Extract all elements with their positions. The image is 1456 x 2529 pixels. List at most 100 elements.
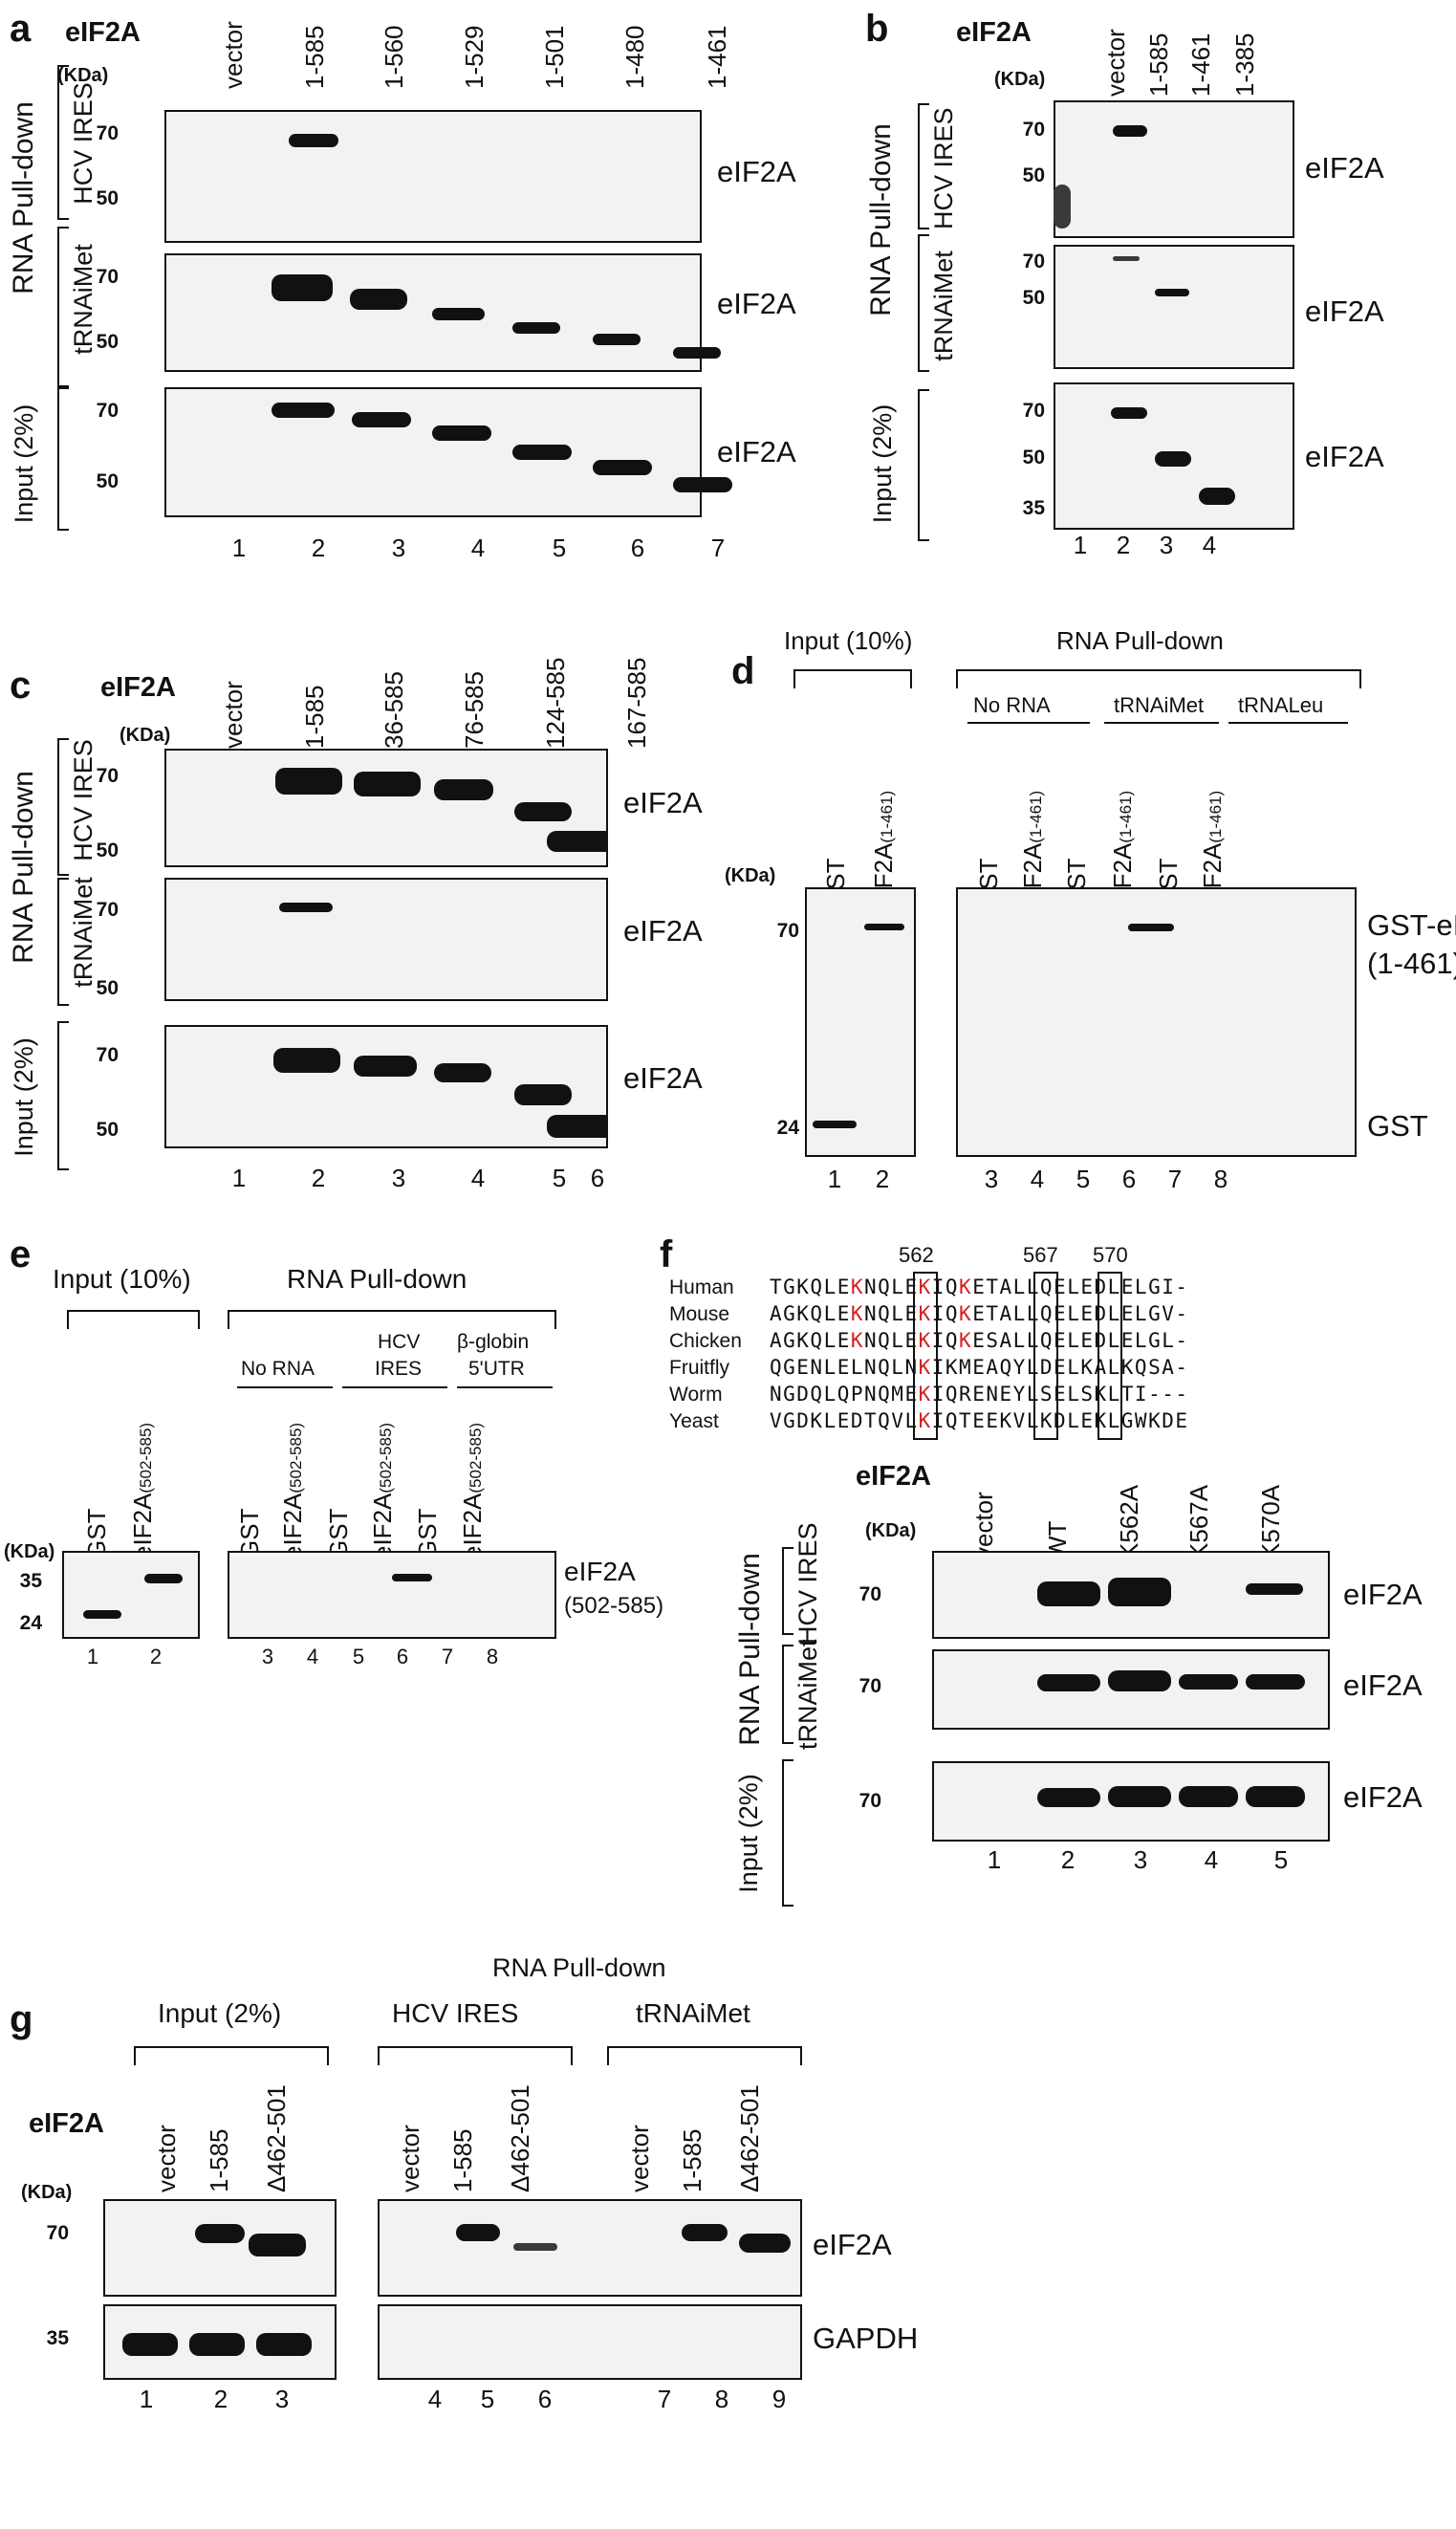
lane-number: 5: [352, 1645, 365, 1668]
pulldown-label: RNA Pull-down: [1056, 626, 1224, 655]
target-label: eIF2A: [717, 435, 796, 469]
row-bracket: [57, 1021, 69, 1170]
lane-number: 9: [771, 2385, 787, 2413]
column-label: Δ462-501: [735, 2084, 764, 2192]
lane-number: 3: [261, 1645, 274, 1668]
lane-number: 2: [311, 1164, 326, 1192]
band: [864, 924, 904, 930]
row-side-label: Input (2%): [10, 403, 38, 524]
mw-marker: 50: [96, 839, 119, 861]
lane-number: 5: [1273, 1845, 1289, 1874]
row-side-label: tRNAiMet: [69, 877, 98, 988]
column-label: 167-585: [622, 657, 651, 749]
column-label: 1-585: [678, 2128, 706, 2193]
column-label: K562A: [1115, 1484, 1143, 1559]
group-underline: [1104, 722, 1219, 724]
column-label: Δ462-501: [506, 2084, 534, 2192]
column-label: 1-480: [620, 25, 649, 90]
band: [673, 477, 732, 492]
band: [432, 308, 485, 320]
lane-number: 8: [486, 1645, 499, 1668]
lane-number: 4: [1204, 1845, 1219, 1874]
group-underline: [457, 1386, 553, 1388]
band: [272, 274, 333, 301]
column-label: 1-385: [1230, 33, 1259, 98]
lane-number: 5: [552, 1164, 567, 1192]
position-label: 567: [1023, 1243, 1058, 1267]
lane-number: 5: [1076, 1165, 1091, 1193]
group-label: tRNAiMet: [1114, 693, 1205, 717]
band: [1054, 185, 1071, 229]
column-label: 1-585: [448, 2128, 477, 2193]
band: [392, 1574, 432, 1581]
group-underline: [1228, 722, 1348, 724]
blot: [932, 1761, 1330, 1842]
row-bracket: [782, 1759, 793, 1907]
group-bracket: [607, 2046, 802, 2065]
panel-label: e: [10, 1233, 32, 1275]
column-label: K570A: [1256, 1484, 1285, 1559]
mw-marker: 70: [96, 765, 119, 787]
mw-marker: 50: [96, 187, 119, 209]
mw-marker: 35: [46, 2327, 69, 2349]
column-label: vector: [625, 2125, 654, 2192]
column-label: 76-585: [460, 671, 489, 749]
band: [1111, 407, 1147, 419]
target-label: eIF2A: [1343, 1780, 1423, 1814]
column-label: 36-585: [380, 671, 408, 749]
row-group-label: RNA Pull-down: [734, 1553, 766, 1746]
mw-marker: 70: [96, 1044, 119, 1066]
band: [1113, 256, 1140, 261]
blot: [164, 878, 608, 1001]
input-bracket: [793, 669, 912, 688]
band: [514, 802, 572, 821]
lane-number: 6: [630, 534, 645, 562]
mw-marker: 50: [1022, 287, 1045, 309]
band: [514, 1084, 572, 1105]
band: [1246, 1674, 1305, 1690]
mw-marker: 24: [776, 1117, 799, 1139]
sequence-alignment: Human TGKQLEKNQLEKIQKETALLQELEDLELGI- Mou…: [669, 1275, 1189, 1436]
column-label: eIF2A(502-585): [128, 1422, 157, 1559]
row-side-label: tRNAiMet: [929, 251, 958, 361]
input-label: Input (10%): [53, 1264, 191, 1294]
blot: [62, 1551, 200, 1639]
target-label: eIF2A: [623, 786, 703, 819]
species-label: Fruitfly: [669, 1357, 729, 1379]
lane-number: 2: [875, 1165, 890, 1193]
input-bracket: [67, 1310, 200, 1329]
target-label: (1-461): [1367, 947, 1456, 980]
band: [1155, 289, 1189, 296]
column-label: 1-560: [380, 25, 408, 90]
lane-number: 7: [1167, 1165, 1183, 1193]
lane-number: 2: [149, 1645, 163, 1668]
band: [512, 445, 572, 460]
band: [593, 334, 641, 345]
lane-number: 1: [231, 534, 247, 562]
blot: [956, 887, 1357, 1157]
row-bracket: [57, 227, 69, 389]
alignment-highlight-box: [1033, 1272, 1058, 1440]
target-label: eIF2A: [717, 287, 796, 320]
row-bracket: [918, 234, 929, 372]
target-label: eIF2A: [813, 2228, 892, 2261]
blot: [932, 1551, 1330, 1639]
group-label: β-globin: [457, 1331, 530, 1353]
mw-marker: 70: [1022, 119, 1045, 141]
group-label: 5'UTR: [468, 1358, 525, 1380]
gene-label: eIF2A: [65, 17, 141, 48]
lane-number: 6: [590, 1164, 605, 1192]
group-label: tRNAiMet: [636, 1998, 750, 2028]
group-label: tRNALeu: [1238, 693, 1324, 717]
blot: [1054, 382, 1294, 530]
band: [1128, 924, 1174, 931]
row-bracket: [782, 1645, 793, 1744]
panel-label: c: [10, 665, 32, 707]
band: [195, 2224, 245, 2243]
species-label: Human: [669, 1276, 734, 1298]
lane-number: 3: [391, 534, 406, 562]
lane-number: 1: [86, 1645, 99, 1668]
mw-marker: 35: [1022, 497, 1045, 519]
group-label: Input (2%): [158, 1998, 282, 2028]
group-bracket: [134, 2046, 329, 2065]
